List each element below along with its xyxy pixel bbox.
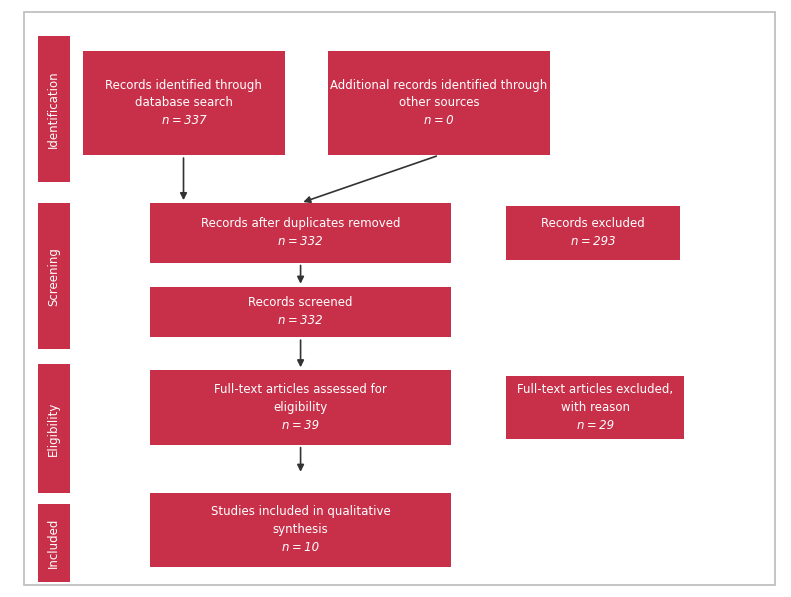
Text: Included: Included xyxy=(47,518,60,568)
Text: n = 293: n = 293 xyxy=(571,235,615,248)
Text: n = 332: n = 332 xyxy=(278,235,323,248)
Text: Full-text articles excluded,: Full-text articles excluded, xyxy=(517,383,673,396)
FancyBboxPatch shape xyxy=(150,370,451,445)
FancyBboxPatch shape xyxy=(38,36,70,182)
Text: Identification: Identification xyxy=(47,70,60,148)
Text: Additional records identified through: Additional records identified through xyxy=(331,79,547,91)
Text: other sources: other sources xyxy=(399,97,479,109)
Text: n = 10: n = 10 xyxy=(282,541,319,554)
Text: Records excluded: Records excluded xyxy=(541,217,645,230)
Text: synthesis: synthesis xyxy=(273,524,328,536)
FancyBboxPatch shape xyxy=(38,364,70,493)
Text: Records after duplicates removed: Records after duplicates removed xyxy=(201,217,400,230)
FancyBboxPatch shape xyxy=(506,376,684,439)
Text: Screening: Screening xyxy=(47,247,60,306)
Text: Eligibility: Eligibility xyxy=(47,401,60,456)
Text: n = 0: n = 0 xyxy=(424,115,454,127)
FancyBboxPatch shape xyxy=(150,493,451,567)
FancyBboxPatch shape xyxy=(506,206,680,260)
Text: database search: database search xyxy=(135,97,233,109)
Text: Studies included in qualitative: Studies included in qualitative xyxy=(210,506,391,518)
Text: n = 337: n = 337 xyxy=(161,115,206,127)
FancyBboxPatch shape xyxy=(83,51,285,155)
Text: n = 29: n = 29 xyxy=(577,419,614,432)
Text: with reason: with reason xyxy=(561,401,630,414)
FancyBboxPatch shape xyxy=(328,51,550,155)
Text: Records screened: Records screened xyxy=(248,297,353,309)
Text: n = 39: n = 39 xyxy=(282,419,319,432)
Text: Records identified through: Records identified through xyxy=(105,79,263,91)
FancyBboxPatch shape xyxy=(38,203,70,349)
Text: n = 332: n = 332 xyxy=(278,315,323,327)
Text: eligibility: eligibility xyxy=(274,401,327,414)
FancyBboxPatch shape xyxy=(38,504,70,582)
FancyBboxPatch shape xyxy=(150,203,451,263)
Text: Full-text articles assessed for: Full-text articles assessed for xyxy=(214,383,387,396)
FancyBboxPatch shape xyxy=(150,287,451,337)
